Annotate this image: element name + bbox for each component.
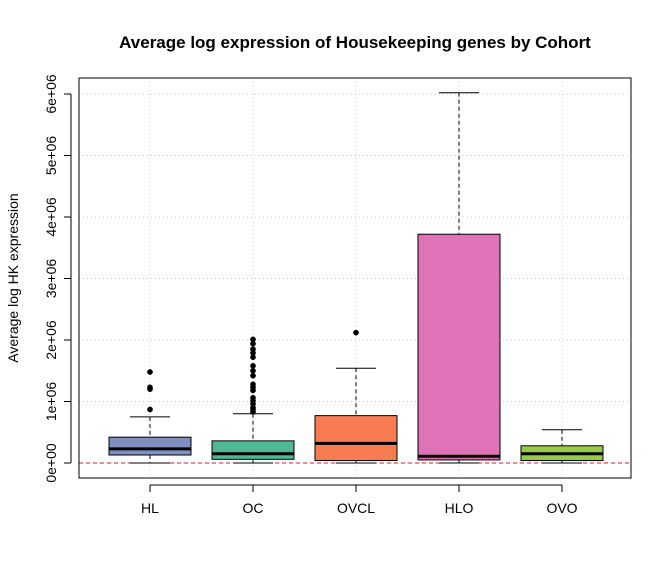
- outlier-point: [250, 381, 256, 388]
- y-tick-label: 6e+06: [43, 74, 59, 114]
- outlier-point: [250, 372, 256, 379]
- plot-frame: [78, 77, 632, 479]
- axes: 0e+00 1e+06 2e+06 3e+06 4e+06 5e+06 6e+06 HL OC O…: [43, 74, 578, 516]
- outlier-point: [250, 336, 256, 343]
- x-tick-label: OC: [243, 500, 264, 516]
- outlier-point: [250, 346, 256, 353]
- y-tick-label: 1e+06: [43, 382, 59, 422]
- x-tick-label: OVCL: [337, 500, 375, 516]
- outlier-point: [250, 367, 256, 374]
- y-tick-label: 5e+06: [43, 136, 59, 176]
- outlier-point: [250, 394, 256, 401]
- outlier-point: [250, 362, 256, 369]
- grid: [79, 78, 631, 478]
- box-hl: [108, 369, 192, 464]
- y-tick-label: 2e+06: [43, 320, 59, 360]
- box-body: [211, 440, 295, 460]
- box-hlo: [417, 92, 501, 464]
- x-tick-label: HLO: [445, 500, 474, 516]
- y-axis-label: Average log HK expression: [5, 193, 21, 362]
- box-body: [417, 233, 501, 461]
- box-ovo: [520, 429, 604, 464]
- y-tick-label: 4e+06: [43, 197, 59, 237]
- y-tick-label: 0e+00: [43, 443, 59, 483]
- outlier-point: [147, 406, 153, 413]
- outlier-point: [147, 369, 153, 375]
- chart-title: Average log expression of Housekeeping g…: [119, 33, 591, 52]
- box-body: [314, 415, 398, 462]
- box-body: [108, 436, 192, 456]
- y-tick-label: 3e+06: [43, 259, 59, 299]
- outlier-point: [353, 329, 359, 336]
- box-series: [108, 92, 604, 464]
- box-oc: [211, 336, 295, 464]
- box-ovcl: [314, 329, 398, 464]
- x-tick-label: HL: [141, 500, 159, 516]
- outlier-point: [147, 384, 153, 391]
- x-tick-label: OVO: [546, 500, 577, 516]
